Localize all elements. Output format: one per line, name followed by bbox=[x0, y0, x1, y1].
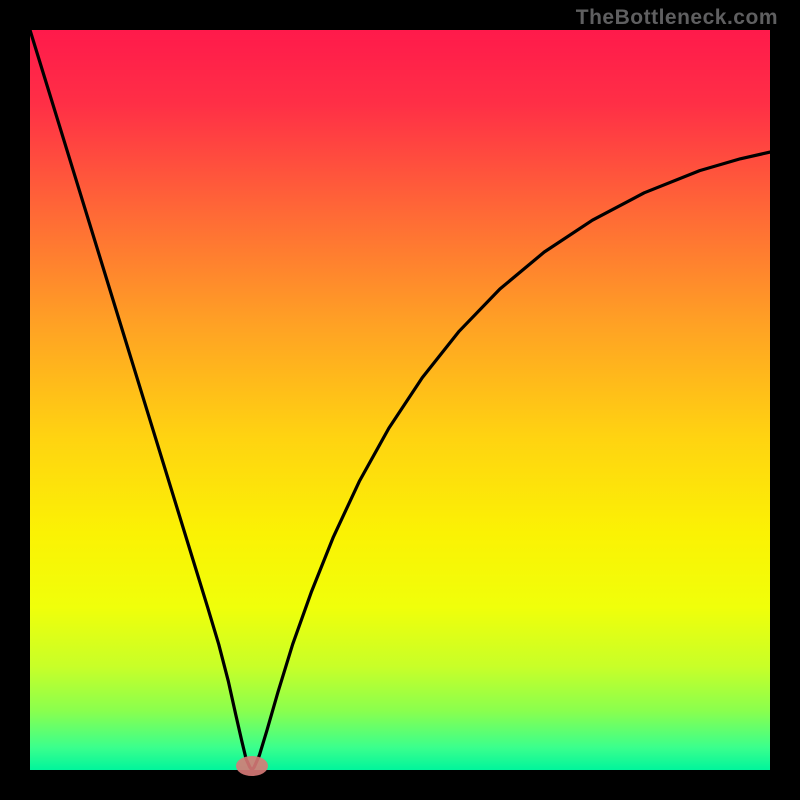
min-marker bbox=[236, 756, 268, 776]
curve-layer bbox=[30, 30, 770, 770]
chart-frame: TheBottleneck.com bbox=[0, 0, 800, 800]
plot-area bbox=[30, 30, 770, 770]
bottleneck-curve bbox=[30, 30, 770, 770]
watermark-text: TheBottleneck.com bbox=[576, 6, 778, 30]
